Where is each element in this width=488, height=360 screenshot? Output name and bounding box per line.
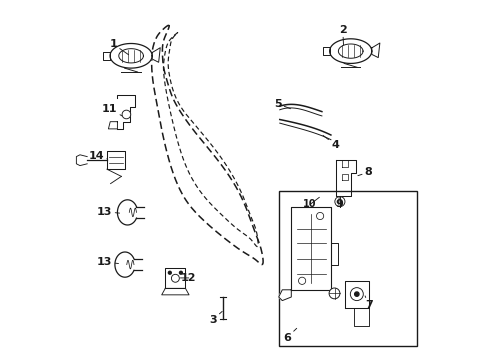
Circle shape (122, 110, 130, 119)
Circle shape (316, 212, 323, 220)
Text: 2: 2 (338, 24, 346, 45)
Text: 9: 9 (334, 197, 342, 210)
Text: 14: 14 (88, 150, 107, 161)
Text: 1: 1 (109, 39, 128, 55)
Circle shape (298, 277, 305, 284)
Text: 13: 13 (97, 257, 118, 267)
Polygon shape (102, 52, 110, 60)
Polygon shape (291, 207, 330, 290)
Circle shape (179, 271, 182, 274)
Polygon shape (322, 47, 329, 55)
Circle shape (354, 292, 358, 296)
Bar (278, 191, 416, 346)
Polygon shape (278, 290, 291, 301)
Text: 10: 10 (303, 197, 319, 210)
Text: 7: 7 (364, 296, 372, 310)
Polygon shape (354, 308, 368, 326)
Circle shape (328, 288, 339, 299)
Polygon shape (336, 160, 355, 196)
Circle shape (168, 271, 171, 274)
Text: 6: 6 (283, 328, 296, 343)
Text: 12: 12 (180, 273, 196, 283)
Circle shape (349, 288, 363, 301)
Text: 3: 3 (208, 311, 222, 325)
Text: 5: 5 (273, 99, 290, 109)
Polygon shape (162, 288, 189, 295)
Polygon shape (108, 122, 117, 129)
Polygon shape (165, 268, 185, 288)
Text: 8: 8 (357, 167, 372, 177)
Polygon shape (371, 43, 379, 58)
Circle shape (334, 197, 344, 207)
Text: 11: 11 (102, 104, 122, 116)
Polygon shape (330, 243, 337, 265)
Polygon shape (107, 151, 125, 169)
Polygon shape (110, 44, 152, 68)
Text: 4: 4 (322, 135, 339, 150)
Circle shape (171, 274, 179, 282)
Polygon shape (152, 48, 160, 62)
Polygon shape (76, 155, 87, 166)
Polygon shape (117, 95, 135, 129)
Polygon shape (329, 39, 371, 63)
Polygon shape (345, 281, 368, 308)
Text: 13: 13 (97, 207, 120, 217)
